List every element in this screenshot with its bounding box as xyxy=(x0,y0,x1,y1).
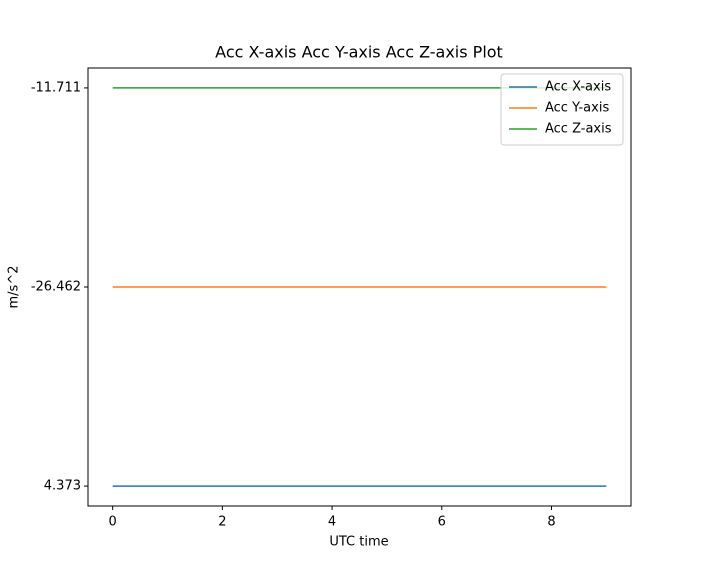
x-tick-label: 0 xyxy=(109,515,117,530)
legend-label: Acc Y-axis xyxy=(545,101,609,116)
legend-box xyxy=(500,73,624,146)
legend-label: Acc Z-axis xyxy=(545,122,612,137)
x-tick-label: 6 xyxy=(438,515,446,530)
y-axis-label: m/s^2 xyxy=(7,266,22,309)
chart-title: Acc X-axis Acc Y-axis Acc Z-axis Plot xyxy=(215,43,503,62)
x-tick-label: 2 xyxy=(218,515,226,530)
y-tick-label: 4.373 xyxy=(44,479,81,494)
x-tick-label: 8 xyxy=(547,515,555,530)
legend-label: Acc X-axis xyxy=(545,80,611,95)
x-tick-label: 4 xyxy=(328,515,336,530)
y-tick-label: -11.711 xyxy=(31,80,81,95)
x-axis-label: UTC time xyxy=(329,535,388,550)
plot-frame xyxy=(87,67,632,507)
y-tick-label: -26.462 xyxy=(31,280,81,295)
